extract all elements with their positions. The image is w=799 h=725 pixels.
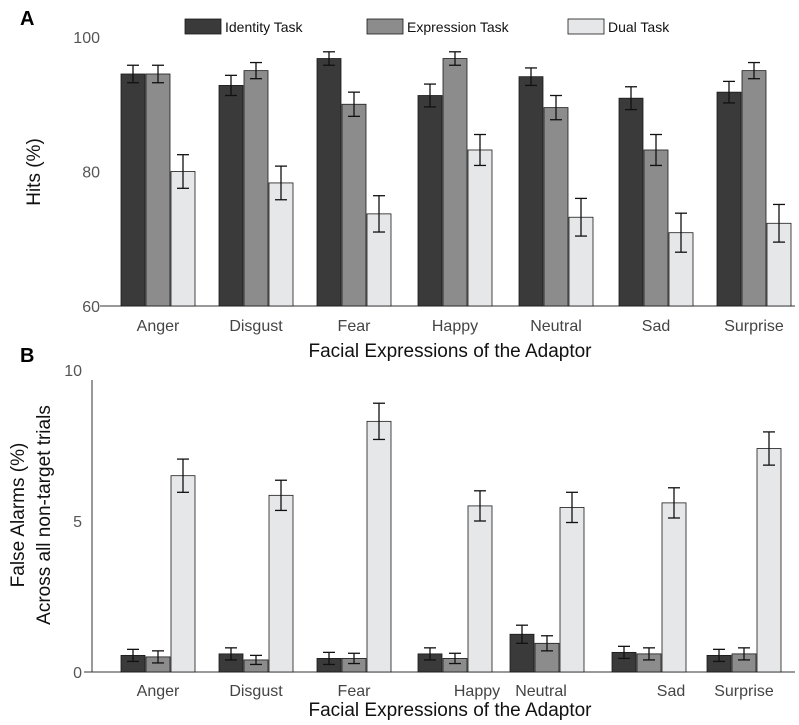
panel-b-x-tick-label: Sad [657,683,685,700]
panel-a-bar [170,171,196,307]
panel-a-bar [268,182,294,307]
panel-a-x-tick-label: Anger [137,318,180,335]
panel-b-y-tick-label: 0 [73,665,82,682]
panel-b-bar [366,420,392,673]
panel-a-x-tick-label: Neutral [530,318,582,335]
panel-a-bar [120,73,146,307]
panel-a-bar [643,149,669,307]
panel-b-bar [467,505,493,673]
panel-a-x-tick-label: Happy [432,318,478,335]
panel-b-x-tick-label: Fear [338,683,372,700]
panel-b-y-axis-title-2: Across all non-target trials [34,405,55,625]
panel-a-letter: A [20,8,34,30]
legend-swatch [567,18,605,35]
panel-b-x-tick-label: Surprise [714,683,774,700]
panel-a-bar [467,149,493,307]
panel-a-y-tick-label: 100 [73,30,100,47]
panel-b-y-tick-label: 10 [64,363,82,380]
panel-a-bar [145,73,171,307]
panel-a-bar [218,85,244,307]
panel-a-bar [741,70,767,307]
panel-b-bar [661,502,687,673]
panel-a-x-axis-title: Facial Expressions of the Adaptor [308,341,592,362]
panel-b-bar [559,507,585,673]
panel-b-x-tick-label: Happy [454,683,500,700]
panel-a-bar [618,97,644,307]
panel-a: A Identity Task Expression Task Dual Task … [20,8,795,362]
legend-swatch [366,18,404,35]
legend: Identity Task Expression Task Dual Task [184,18,670,35]
panel-b-x-tick-label: Disgust [229,683,283,700]
panel-b: B 0 5 10 Anger Disgust Fear Happy Neutral Sad Sur… [8,345,795,721]
panel-b-x-tick-label: Anger [137,683,180,700]
panel-a-x-tick-label: Fear [338,318,372,335]
legend-label: Expression Task [407,19,510,35]
legend-label: Identity Task [225,19,304,35]
panel-a-bar [518,76,544,307]
panel-a-plot: 60 80 100 Anger Disgust Fear Happy Neutral Sad Su… [73,30,795,335]
panel-a-bar [417,95,443,307]
panel-b-bar [170,475,196,673]
panel-a-bar [316,58,342,307]
panel-a-bar [341,103,367,307]
panel-b-letter: B [20,345,34,367]
panel-b-x-tick-label: Neutral [515,683,567,700]
panel-b-plot: 0 5 10 Anger Disgust Fear Happy Neutral Sad Surpr… [64,363,795,700]
panel-a-y-axis-title: Hits (%) [24,138,45,206]
panel-a-x-tick-label: Sad [642,318,670,335]
panel-a-bar [716,91,742,307]
panel-b-y-axis-title: False Alarms (%) [8,443,29,588]
panel-a-bar [543,107,569,307]
panel-b-y-tick-label: 5 [73,514,82,531]
panel-a-bar [442,58,468,307]
panel-a-y-tick-label: 80 [82,165,100,182]
legend-label: Dual Task [608,19,670,35]
panel-a-bar [243,70,269,307]
panel-a-x-tick-label: Disgust [229,318,283,335]
legend-swatch [184,18,222,35]
panel-a-x-tick-label: Surprise [724,318,784,335]
panel-b-bar [268,494,294,673]
panel-a-y-tick-label: 60 [82,299,100,316]
panel-b-x-axis-title: Facial Expressions of the Adaptor [308,700,592,721]
panel-b-bar [756,448,782,673]
